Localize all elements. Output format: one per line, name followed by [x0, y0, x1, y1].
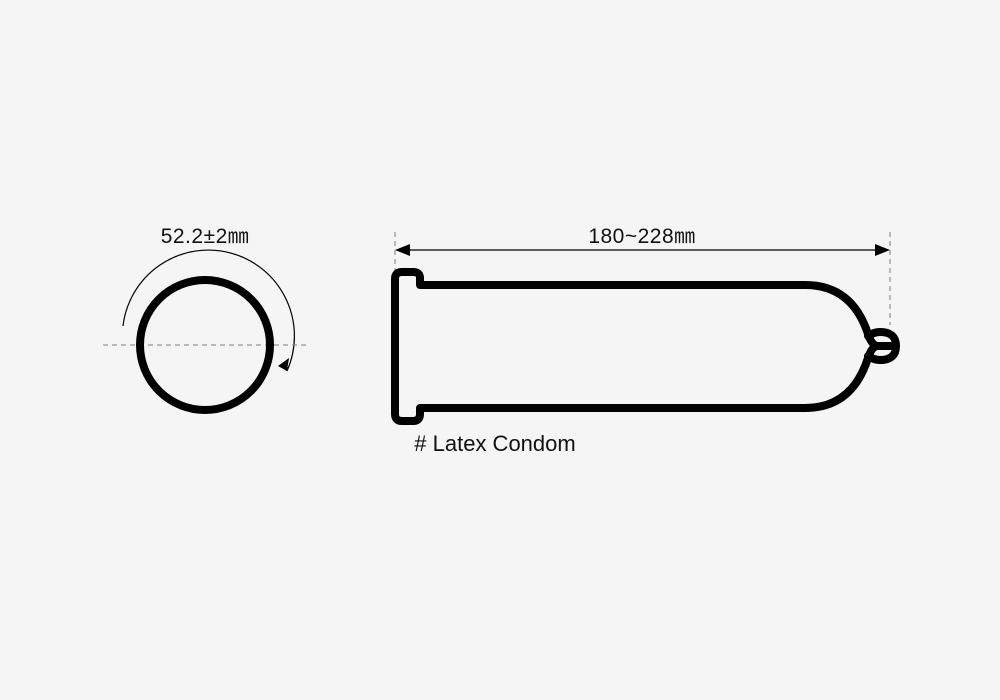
diagram-svg: 52.2±2㎜ 180~228㎜ # Latex Condom [0, 0, 1000, 700]
length-dimension-label: 180~228㎜ [588, 225, 695, 248]
diagram-canvas: 52.2±2㎜ 180~228㎜ # Latex Condom [0, 0, 1000, 700]
background [0, 0, 1000, 700]
ring-dimension-label: 52.2±2㎜ [161, 225, 250, 248]
diagram-caption: # Latex Condom [414, 431, 575, 456]
